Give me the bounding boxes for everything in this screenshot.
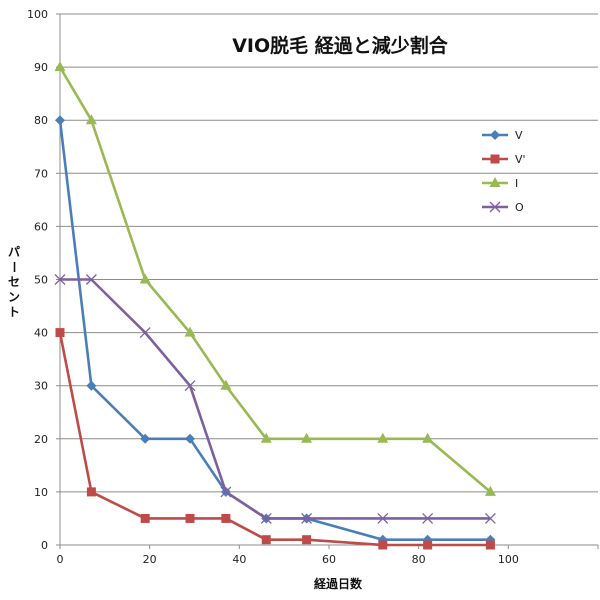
y-axis-title-char: ン [8, 290, 20, 304]
legend-item: O [482, 201, 524, 214]
data-point [139, 273, 151, 284]
x-tick-label: 0 [57, 553, 64, 566]
series-line [58, 66, 492, 493]
x-tick-label: 80 [412, 553, 426, 566]
data-point [139, 327, 151, 339]
y-tick-label: 100 [27, 8, 48, 21]
data-point [422, 512, 434, 524]
series-line [58, 120, 491, 541]
data-point [85, 274, 97, 285]
series-line [60, 278, 491, 520]
data-point [220, 486, 232, 498]
legend-marker [490, 130, 500, 140]
y-axis-title-char: ー [7, 261, 21, 273]
y-axis-title-char: ト [8, 305, 20, 319]
data-point [221, 513, 231, 523]
legend-label: V [515, 129, 523, 142]
x-axis-title: 経過日数 [314, 576, 363, 591]
data-point [55, 115, 65, 126]
data-point [85, 114, 97, 125]
x-tick-label: 100 [498, 553, 519, 566]
data-point [54, 61, 66, 72]
legend: V V' IO [482, 129, 526, 214]
data-point [86, 487, 96, 497]
y-tick-label: 90 [34, 61, 48, 74]
data-point [302, 535, 312, 545]
data-point [377, 512, 389, 524]
y-tick-label: 80 [34, 114, 48, 127]
data-point [86, 380, 97, 391]
legend-item: V [482, 129, 523, 142]
legend-marker [489, 177, 501, 187]
legend-label: I [515, 177, 518, 190]
data-point [140, 513, 150, 523]
gridlines [60, 13, 598, 493]
data-point [485, 540, 495, 550]
data-point [377, 432, 389, 443]
data-point [140, 433, 151, 444]
data-point [184, 326, 196, 337]
data-point [484, 485, 496, 496]
axes [56, 13, 599, 549]
x-tick-label: 60 [322, 553, 336, 566]
tick-labels: 0 10 20 30 40 50 60 70 80 90 100 0 20 40 60 80 100 [27, 8, 519, 566]
data-point [423, 540, 433, 550]
data-point [301, 432, 313, 443]
x-tick-label: 20 [143, 553, 157, 566]
y-axis-title-char: パ [8, 245, 20, 259]
data-point [185, 433, 196, 444]
y-tick-label: 30 [34, 380, 48, 393]
data-point [260, 432, 272, 443]
y-axis-title-char: セ [8, 275, 20, 289]
legend-label: O [515, 201, 524, 214]
series-I-2 [54, 61, 496, 496]
data-point [422, 432, 434, 443]
y-tick-label: 40 [34, 327, 48, 340]
legend-marker [489, 201, 501, 213]
chart-title: VIO脱毛 経過と減少割合 [232, 34, 449, 57]
y-tick-label: 70 [34, 167, 48, 180]
data-point [484, 512, 496, 524]
data-point [55, 328, 65, 338]
y-tick-label: 50 [34, 274, 48, 287]
series-layer [54, 61, 496, 550]
y-tick-label: 10 [34, 486, 48, 499]
legend-label: V' [515, 153, 526, 166]
series-O-3 [54, 274, 496, 524]
series-V-0 [55, 115, 496, 545]
data-point [184, 380, 196, 392]
data-point [54, 274, 66, 285]
y-tick-label: 60 [34, 220, 48, 233]
series-line [58, 332, 491, 547]
y-tick-label: 20 [34, 433, 48, 446]
x-tick-label: 40 [232, 553, 246, 566]
data-point [301, 512, 313, 524]
legend-item: V' [482, 153, 526, 166]
legend-marker [490, 154, 500, 164]
data-point [220, 379, 232, 390]
series-V-1 [55, 328, 495, 550]
data-point [261, 535, 271, 545]
data-point [260, 512, 272, 524]
y-tick-label: 0 [41, 539, 48, 552]
data-point [185, 513, 195, 523]
data-point [378, 540, 388, 550]
legend-item: I [482, 177, 518, 190]
